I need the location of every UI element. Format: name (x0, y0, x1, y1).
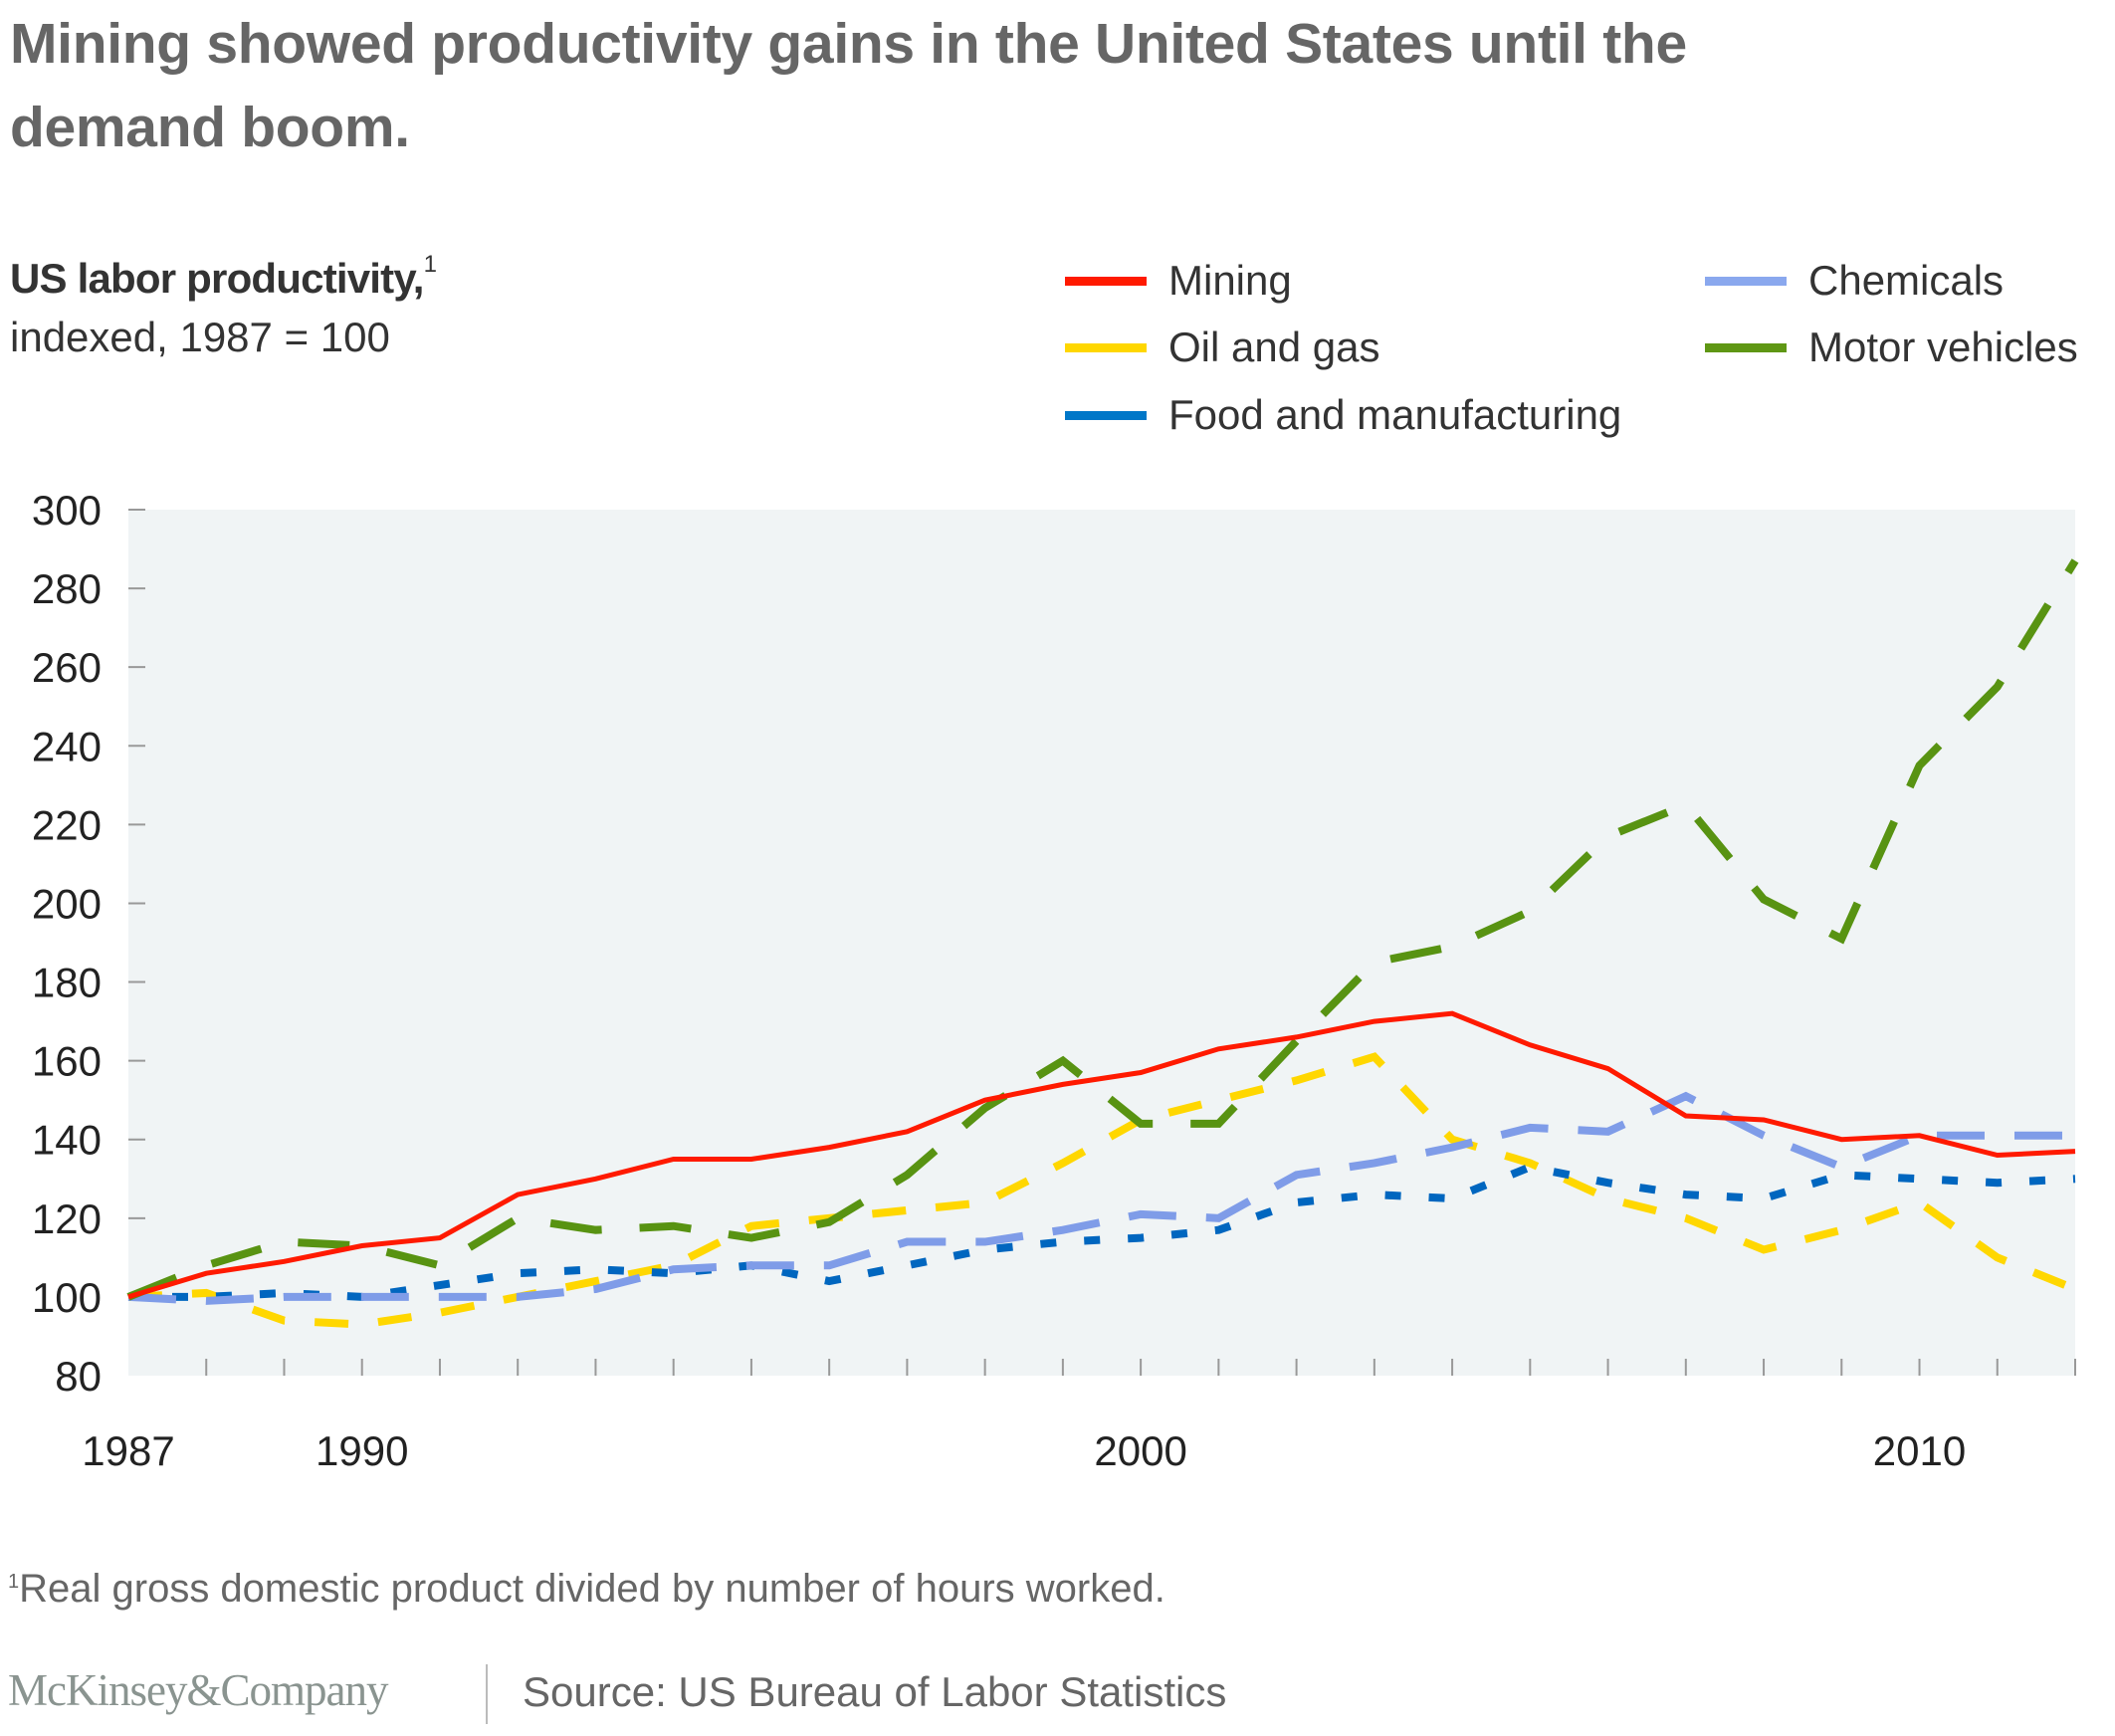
y-tick-label: 220 (32, 801, 102, 848)
footnote: 1Real gross domestic product divided by … (8, 1567, 1165, 1612)
unit-title-text: US labor productivity, (10, 255, 424, 302)
legend-swatch-oil-and-gas (1065, 342, 1147, 352)
legend-item-food-and-manufacturing: Food and manufacturing (1065, 391, 1621, 439)
footnote-marker: 1 (423, 251, 437, 278)
footnote-marker: 1 (8, 1571, 20, 1593)
series-line-mining (127, 1010, 2076, 1300)
line-chart: 80 100 120 140 160 180 200 220 240 260 280 300 1987 1… (32, 487, 2079, 1474)
x-tick-label: 1990 (316, 1427, 408, 1474)
legend-label: Mining (1168, 257, 1292, 304)
footnote-text: Real gross domestic product divided by n… (19, 1567, 1165, 1611)
unit-subtitle: indexed, 1987 = 100 (10, 314, 390, 360)
mckinsey-logo: McKinsey&Company (8, 1665, 388, 1715)
plot-background (128, 510, 2075, 1376)
y-tick-label: 100 (32, 1274, 102, 1321)
legend-swatch-chemicals (1705, 276, 1787, 286)
footer-divider (486, 1664, 488, 1724)
legend-label: Chemicals (1808, 257, 2005, 304)
x-tick-label: 2010 (1873, 1427, 1966, 1474)
legend-label: Motor vehicles (1808, 324, 2078, 370)
y-tick-label: 260 (32, 644, 102, 691)
legend-item-motor-vehicles: Motor vehicles (1705, 324, 2078, 371)
source-note: Source: US Bureau of Labor Statistics (523, 1668, 1227, 1715)
legend-item-chemicals: Chemicals (1705, 257, 2004, 305)
y-tick-label: 240 (32, 723, 102, 769)
y-tick-label: 140 (32, 1117, 102, 1164)
legend-label: Oil and gas (1168, 324, 1380, 370)
series-line-chemicals (127, 1091, 2075, 1305)
legend-label: Food and manufacturing (1168, 391, 1622, 438)
x-tick-label: 2000 (1094, 1427, 1186, 1474)
legend-swatch-mining (1065, 276, 1147, 286)
legend-swatch-motor-vehicles (1705, 342, 1787, 352)
legend-swatch-food-and-manufacturing (1065, 410, 1147, 420)
series-line-oil-and-gas (127, 1052, 2077, 1329)
y-tick-label: 160 (32, 1038, 102, 1085)
y-tick-label: 180 (32, 960, 102, 1006)
legend-item-mining: Mining (1065, 257, 1292, 305)
y-tick-label: 120 (32, 1195, 102, 1242)
chart-title: Mining showed productivity gains in the … (10, 12, 1687, 159)
y-tick-label: 200 (32, 880, 102, 927)
y-tick-label: 80 (55, 1353, 102, 1400)
y-tick-label: 300 (32, 487, 102, 534)
legend-item-oil-and-gas: Oil and gas (1065, 324, 1379, 371)
x-tick-label: 1987 (82, 1427, 174, 1474)
unit-title: US labor productivity,1 (10, 251, 437, 303)
y-tick-label: 280 (32, 565, 102, 612)
